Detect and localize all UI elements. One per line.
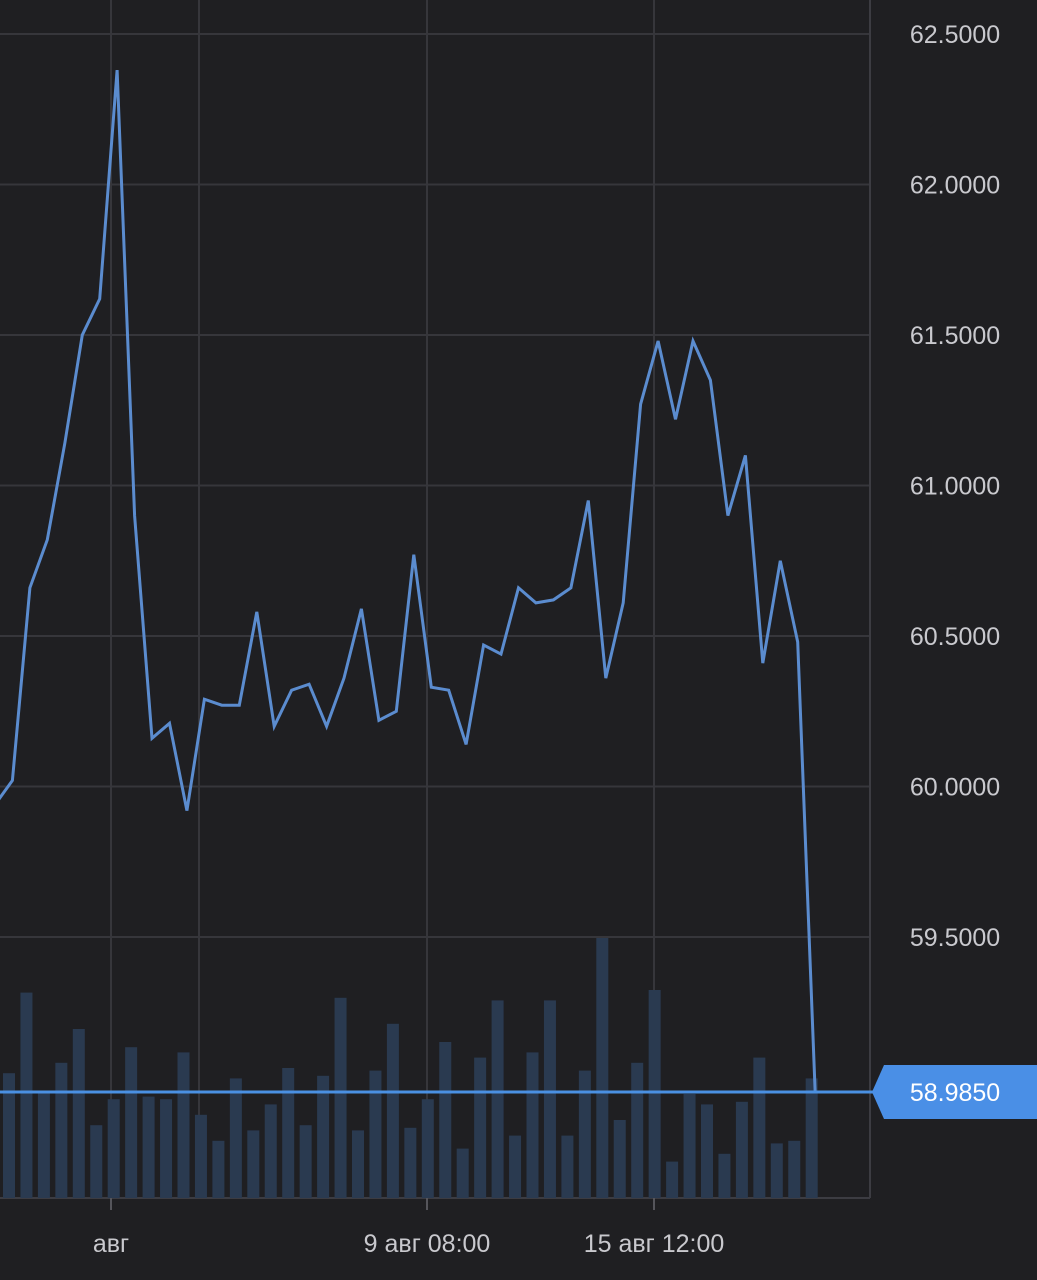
y-tick-label: 61.0000 xyxy=(910,473,1000,501)
volume-bar xyxy=(683,1094,696,1198)
volume-bar xyxy=(596,938,609,1198)
volume-bar xyxy=(666,1161,679,1198)
x-tick-label: 9 авг 08:00 xyxy=(364,1230,491,1258)
volume-bar xyxy=(229,1078,242,1198)
y-tick-label: 62.5000 xyxy=(910,21,1000,49)
x-tick-label: 15 авг 12:00 xyxy=(584,1230,725,1258)
volume-bar xyxy=(561,1135,574,1198)
volume-bar xyxy=(805,1078,818,1198)
volume-bar xyxy=(386,1023,399,1198)
volume-bar xyxy=(404,1127,417,1198)
volume-bar xyxy=(212,1140,225,1198)
volume-bar xyxy=(718,1153,731,1198)
volume-bar xyxy=(735,1101,748,1198)
volume-bar xyxy=(264,1104,277,1198)
volume-bar xyxy=(526,1052,539,1198)
volume-bar xyxy=(439,1042,452,1198)
volume-bar xyxy=(770,1143,783,1198)
volume-bar xyxy=(491,1000,504,1198)
volume-bar xyxy=(509,1135,522,1198)
volume-bar xyxy=(701,1104,713,1198)
volume-bar xyxy=(456,1148,469,1198)
x-axis: авг 9 авг 08:00 15 авг 12:00 xyxy=(93,1198,724,1258)
volume-bar xyxy=(282,1068,295,1198)
volume-bar xyxy=(543,1000,556,1198)
volume-bars xyxy=(3,938,818,1198)
volume-bar xyxy=(3,1073,15,1198)
volume-bar xyxy=(90,1125,103,1198)
y-tick-label: 60.5000 xyxy=(910,623,1000,651)
y-axis: 62.5000 62.0000 61.5000 61.0000 60.5000 60.00… xyxy=(910,21,1000,952)
volume-bar xyxy=(753,1057,766,1198)
volume-bar xyxy=(788,1140,801,1198)
y-tick-label: 60.0000 xyxy=(910,774,1000,802)
volume-bar xyxy=(352,1130,364,1198)
volume-bar xyxy=(177,1052,190,1198)
y-tick-label: 61.5000 xyxy=(910,322,1000,350)
volume-bar xyxy=(107,1099,120,1198)
volume-bar xyxy=(334,997,347,1198)
volume-bar xyxy=(55,1062,68,1198)
volume-bar xyxy=(37,1091,50,1198)
volume-bar xyxy=(142,1096,155,1198)
x-tick-label: авг xyxy=(93,1230,129,1258)
volume-bar xyxy=(474,1057,487,1198)
volume-bar xyxy=(299,1125,312,1198)
volume-bar xyxy=(72,1029,85,1198)
volume-bar xyxy=(20,992,33,1198)
volume-bar xyxy=(160,1099,173,1198)
price-line-series xyxy=(0,69,817,1091)
volume-bar xyxy=(369,1070,382,1198)
volume-bar xyxy=(421,1099,434,1198)
current-price-label: 58.9850 xyxy=(910,1079,1000,1107)
volume-bar xyxy=(247,1130,260,1198)
volume-bar xyxy=(125,1047,138,1198)
volume-bar xyxy=(194,1114,207,1198)
current-price-marker: 58.9850 xyxy=(0,1065,1037,1120)
volume-bar xyxy=(631,1062,644,1198)
y-tick-label: 59.5000 xyxy=(910,924,1000,952)
price-line xyxy=(0,69,817,1091)
current-price-tag xyxy=(872,1065,1037,1120)
volume-bar xyxy=(578,1070,591,1198)
volume-bar xyxy=(613,1120,626,1198)
volume-bar xyxy=(648,990,661,1198)
y-tick-label: 62.0000 xyxy=(910,172,1000,200)
volume-bar xyxy=(317,1075,330,1198)
